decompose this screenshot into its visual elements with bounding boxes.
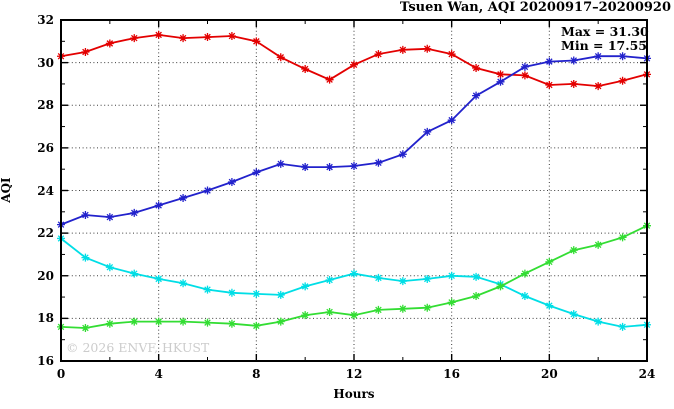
plot-border <box>60 19 648 362</box>
watermark: © 2026 ENVF, HKUST <box>66 340 210 355</box>
x-tick-label: 0 <box>56 367 66 381</box>
y-tick-label: 30 <box>37 55 54 70</box>
y-tick-label: 32 <box>37 13 54 27</box>
max-annotation: Max = 31.30 <box>561 24 649 39</box>
y-tick-label: 22 <box>37 226 54 241</box>
x-tick-label: 20 <box>540 367 558 381</box>
y-tick-label: 18 <box>37 311 54 326</box>
chart-title: Tsuen Wan, AQI 20200917–20200920 <box>399 0 671 15</box>
y-tick-label: 20 <box>37 268 54 283</box>
x-tick-label: 8 <box>252 367 261 381</box>
x-tick-label: 4 <box>154 367 163 381</box>
y-tick-label: 28 <box>37 98 54 113</box>
min-annotation: Min = 17.55 <box>561 38 647 53</box>
x-tick-label: 16 <box>443 367 460 381</box>
x-axis-title: Hours <box>333 387 375 401</box>
y-tick-label: 16 <box>37 354 54 368</box>
y-tick-label: 24 <box>37 183 54 198</box>
max-min-annotation: Max = 31.30 Min = 17.55 <box>561 25 649 53</box>
x-tick-label: 12 <box>345 367 363 381</box>
x-tick-label: 24 <box>638 367 656 381</box>
blue-line-markers <box>57 52 651 229</box>
y-tick-label: 26 <box>37 140 54 155</box>
